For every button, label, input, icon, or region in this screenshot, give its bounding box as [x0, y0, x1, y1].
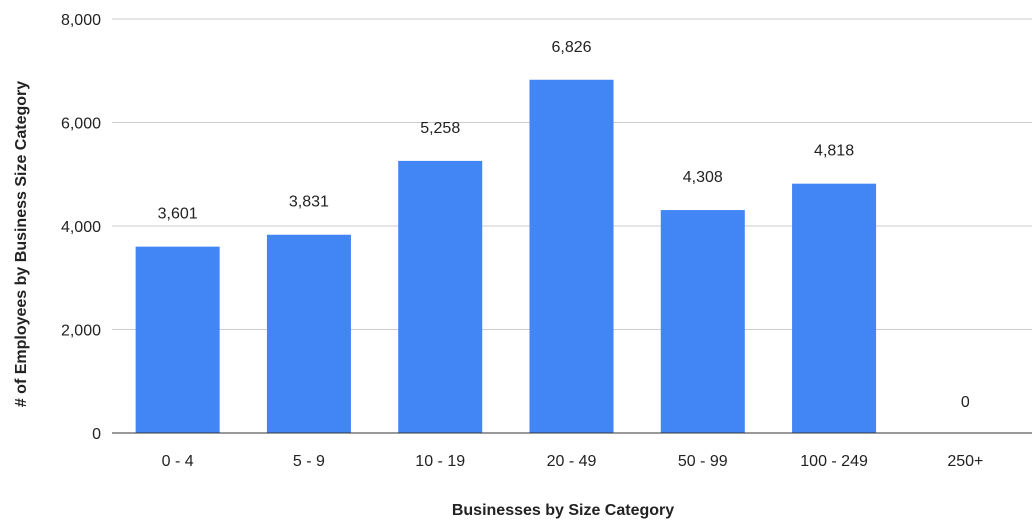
x-tick-label: 100 - 249 — [800, 453, 868, 470]
data-labels: 3,601 3,831 5,258 6,826 4,308 4,818 0 — [158, 39, 970, 411]
y-tick-label: 8,000 — [61, 12, 101, 29]
bar — [792, 183, 877, 433]
x-axis-title: Businesses by Size Category — [452, 502, 674, 519]
y-axis-ticks: 0 2,000 4,000 6,000 8,000 — [61, 12, 101, 443]
y-tick-label: 0 — [92, 426, 101, 443]
bar — [266, 234, 351, 433]
data-label: 5,258 — [420, 120, 460, 137]
y-tick-label: 4,000 — [61, 219, 101, 236]
bar — [398, 160, 483, 433]
x-tick-label: 20 - 49 — [547, 453, 597, 470]
x-tick-label: 50 - 99 — [678, 453, 728, 470]
y-axis-title: # of Employees by Business Size Category — [13, 81, 30, 407]
data-label: 0 — [961, 394, 970, 411]
data-label: 4,308 — [683, 169, 723, 186]
y-tick-label: 2,000 — [61, 323, 101, 340]
data-label: 3,831 — [289, 194, 329, 211]
bar — [660, 210, 745, 433]
bar — [135, 246, 220, 433]
data-label: 3,601 — [158, 206, 198, 223]
x-axis-ticks: 0 - 4 5 - 9 10 - 19 20 - 49 50 - 99 100 - 249… — [162, 453, 984, 470]
data-label: 4,818 — [814, 143, 854, 160]
x-tick-label: 0 - 4 — [162, 453, 194, 470]
y-tick-label: 6,000 — [61, 116, 101, 133]
x-tick-label: 10 - 19 — [415, 453, 465, 470]
data-label: 6,826 — [551, 39, 591, 56]
x-tick-label: 5 - 9 — [293, 453, 325, 470]
bar — [529, 79, 614, 433]
x-tick-label: 250+ — [947, 453, 983, 470]
bars — [135, 79, 877, 433]
